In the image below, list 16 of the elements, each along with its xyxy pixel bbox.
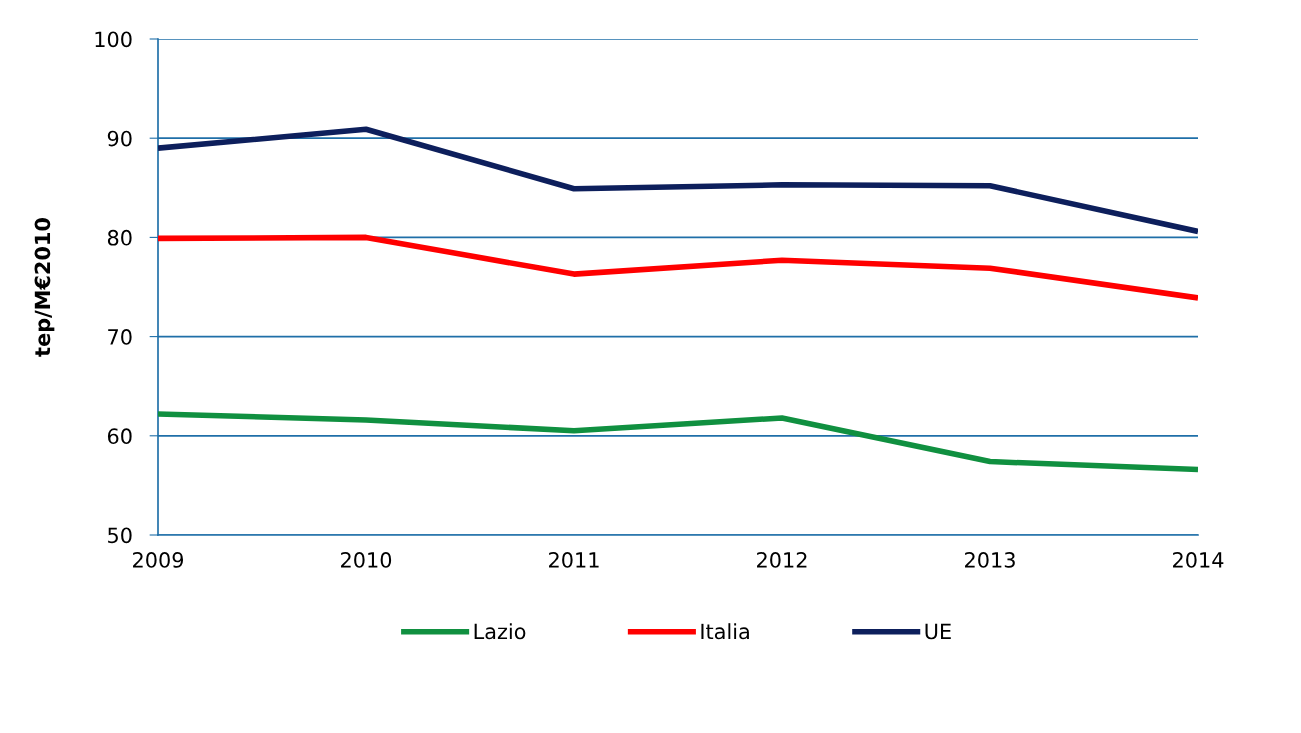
y-tick-label: 90 <box>107 130 132 147</box>
x-tick-label: 2010 <box>341 552 392 568</box>
y-tick-label: 70 <box>108 329 132 345</box>
legend-label: UE <box>925 623 951 640</box>
x-tick-label: 2012 <box>757 552 807 568</box>
y-tick-label: 60 <box>107 428 132 445</box>
legend-label: Italia <box>701 623 749 640</box>
legend-label: Lazio <box>474 623 526 640</box>
x-tick-label: 2014 <box>1173 552 1224 568</box>
y-tick-label: 80 <box>107 229 132 246</box>
x-tick-label: 2009 <box>133 552 184 568</box>
x-tick-label: 2013 <box>965 552 1015 568</box>
x-tick-label: 2011 <box>549 552 599 568</box>
y-tick-label: 100 <box>95 31 132 48</box>
y-axis-title: tep/M€2010 <box>34 218 55 357</box>
y-tick-label: 50 <box>108 527 132 544</box>
